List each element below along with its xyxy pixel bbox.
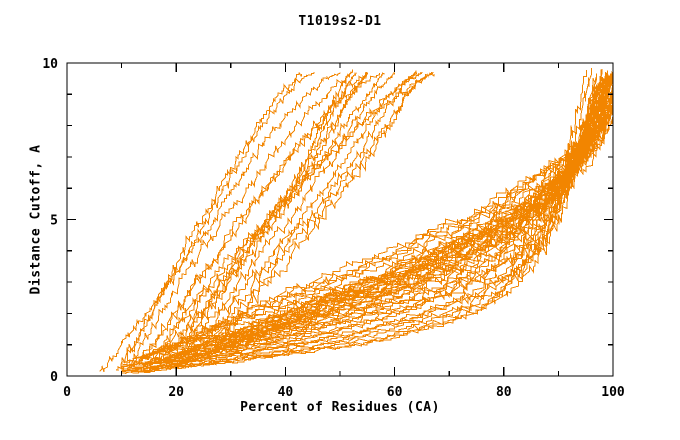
series-line — [159, 72, 369, 363]
series-line — [170, 71, 352, 363]
series-line — [137, 72, 614, 361]
x-axis-label: Percent of Residues (CA) — [240, 400, 440, 415]
series-line — [181, 71, 395, 359]
x-tick-label: 0 — [63, 385, 71, 400]
x-tick-label: 40 — [278, 385, 294, 400]
y-tick-label: 10 — [42, 57, 58, 72]
series-line — [175, 71, 368, 360]
x-tick-label: 20 — [168, 385, 184, 400]
y-tick-label: 5 — [50, 214, 58, 229]
x-tick-label: 60 — [387, 385, 403, 400]
tick-group — [66, 62, 614, 377]
series-line — [115, 72, 315, 371]
y-axis-label: Distance Cutoff, A — [28, 144, 44, 295]
x-tick-label: 100 — [601, 385, 625, 400]
series-line — [121, 77, 597, 373]
series-line — [126, 69, 353, 369]
series-line — [154, 72, 385, 361]
y-tick-label: 0 — [50, 370, 58, 385]
series-group — [99, 68, 614, 374]
page-title: T1019s2-D1 — [298, 14, 382, 29]
series-line — [197, 71, 423, 349]
series-line — [121, 72, 302, 372]
series-line — [219, 72, 434, 347]
series-line — [99, 72, 341, 372]
x-tick-label: 80 — [496, 385, 512, 400]
